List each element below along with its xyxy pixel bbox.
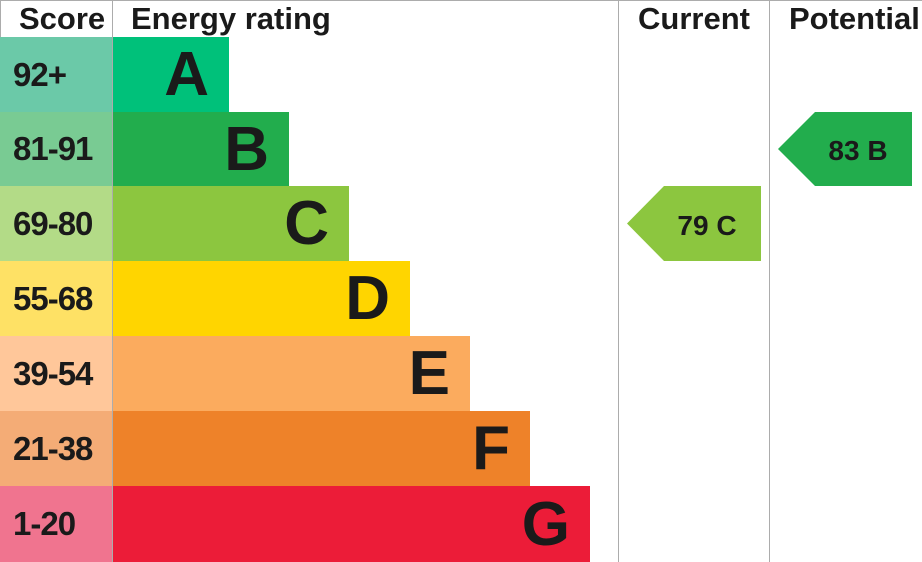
svg-text:79 C: 79 C (677, 210, 736, 241)
svg-text:83 B: 83 B (828, 135, 887, 166)
